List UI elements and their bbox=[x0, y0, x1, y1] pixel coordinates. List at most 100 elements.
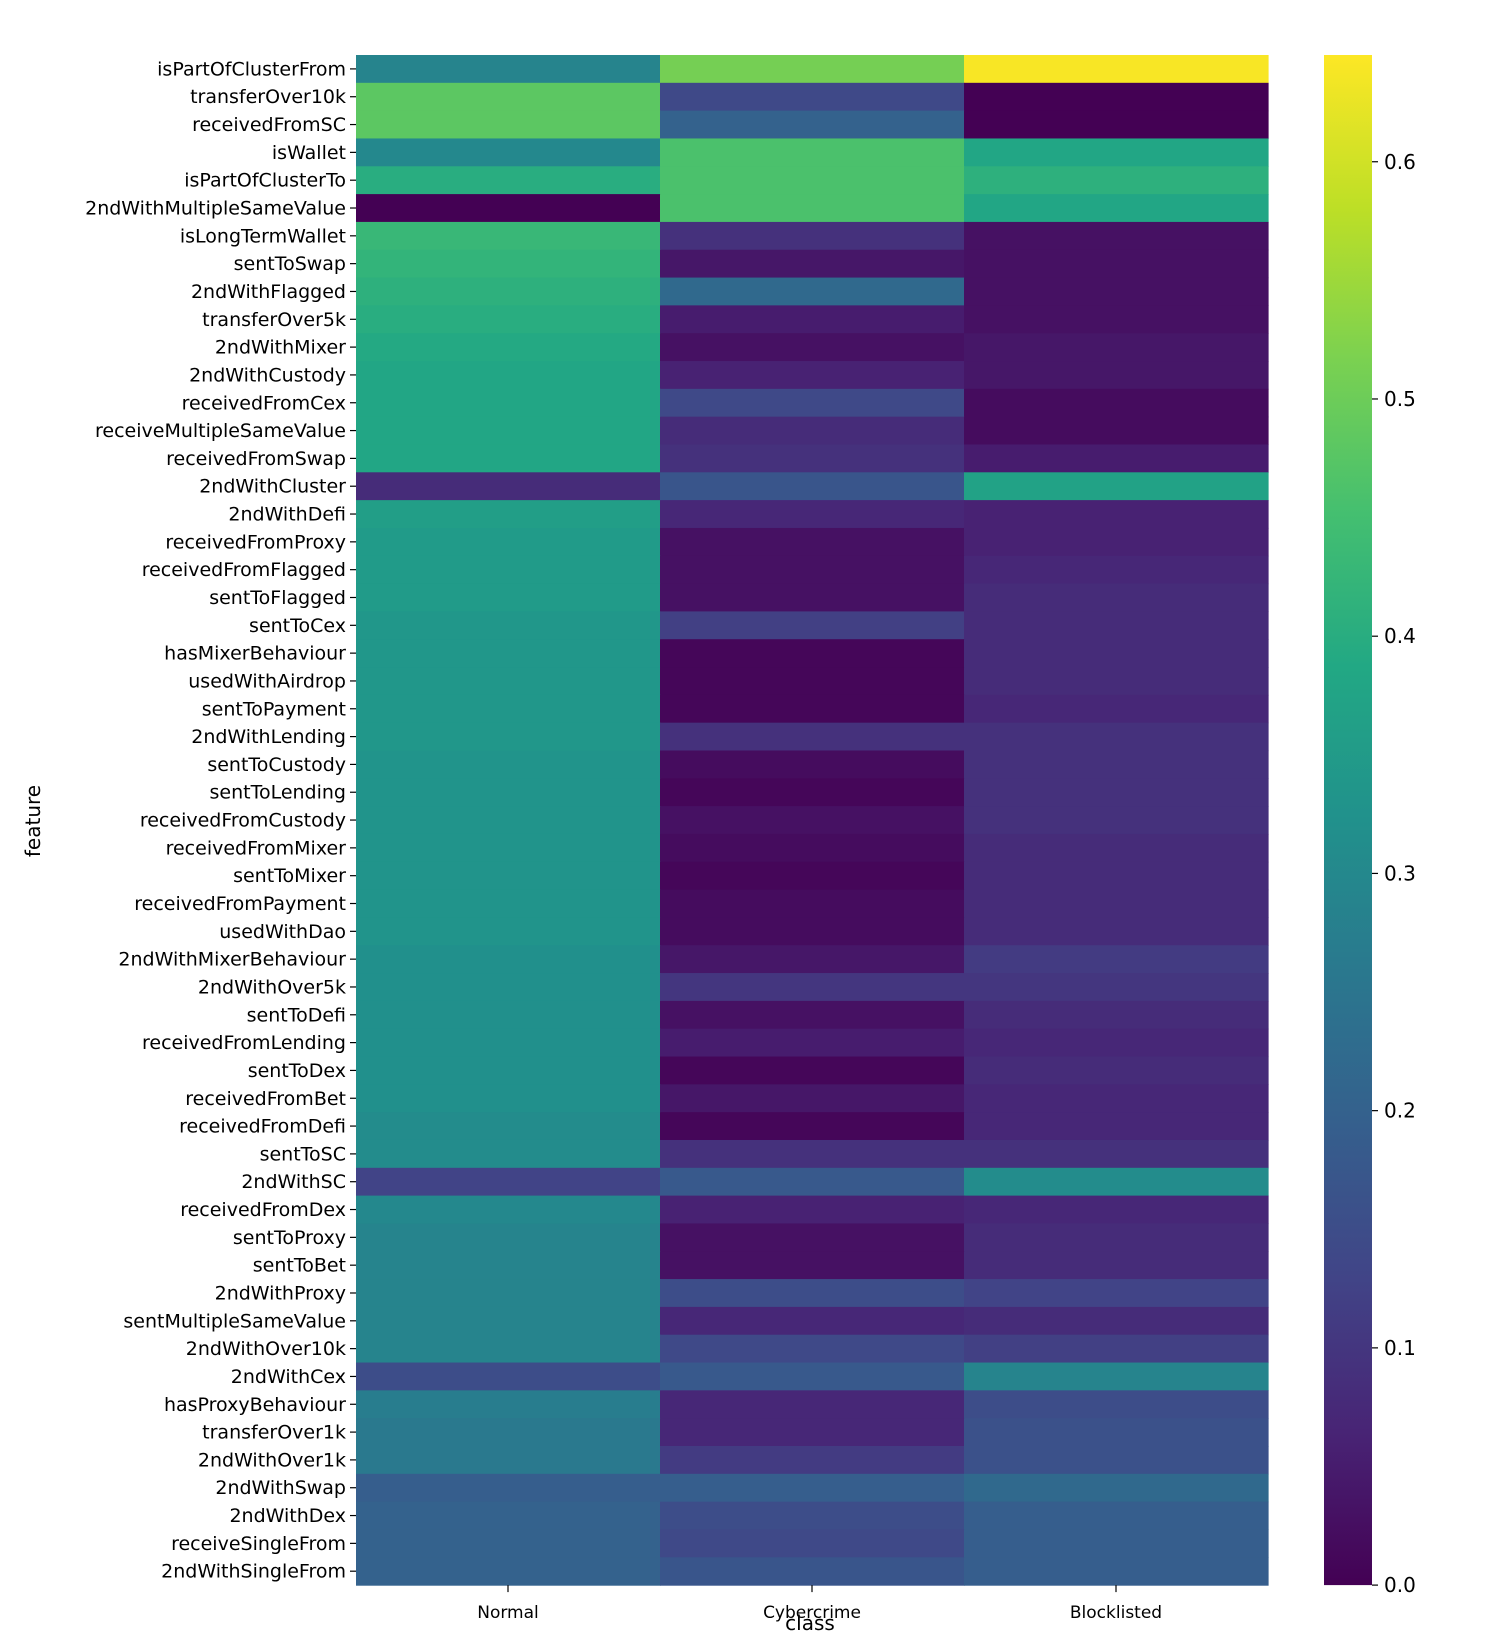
y-tick-label: receiveMultipleSameValue bbox=[95, 420, 346, 442]
heatmap-cell bbox=[964, 388, 1269, 418]
heatmap-cell bbox=[356, 917, 661, 946]
y-tick-label: 2ndWithMixer bbox=[215, 337, 346, 359]
heatmap-cell bbox=[964, 973, 1269, 1002]
heatmap-cell bbox=[964, 778, 1269, 807]
heatmap-cell bbox=[356, 1418, 661, 1447]
heatmap-cell bbox=[660, 194, 965, 223]
y-tick-label: 2ndWithSingleFrom bbox=[161, 1561, 346, 1583]
y-tick-label: receivedFromFlagged bbox=[142, 559, 346, 581]
y-tick-label: receivedFromMixer bbox=[166, 837, 347, 859]
heatmap-cell bbox=[660, 444, 965, 473]
y-tick-label: isPartOfClusterTo bbox=[184, 170, 346, 192]
y-tick-label: sentMultipleSameValue bbox=[123, 1310, 346, 1332]
y-tick-label: 2ndWithLending bbox=[191, 726, 346, 748]
y-tick-label: sentToLending bbox=[209, 782, 346, 804]
colorbar-tick-label: 0.4 bbox=[1384, 624, 1416, 648]
y-tick-label: 2ndWithFlagged bbox=[191, 281, 346, 303]
heatmap-cell bbox=[964, 555, 1269, 585]
heatmap-cell bbox=[964, 833, 1269, 863]
y-tick-label: receivedFromLending bbox=[142, 1032, 346, 1054]
heatmap-cell bbox=[660, 1084, 965, 1113]
heatmap-cell bbox=[660, 1279, 965, 1308]
heatmap-cell bbox=[660, 555, 965, 585]
heatmap-cell bbox=[356, 555, 661, 585]
heatmap-cell bbox=[964, 472, 1269, 501]
heatmap-cell bbox=[660, 55, 965, 84]
heatmap-cell bbox=[660, 694, 965, 724]
heatmap-cell bbox=[356, 1195, 661, 1225]
heatmap-cell bbox=[356, 1223, 661, 1252]
heatmap-cell bbox=[660, 361, 965, 390]
heatmap-cell bbox=[660, 1418, 965, 1447]
heatmap-cell bbox=[964, 249, 1269, 279]
heatmap-cell bbox=[660, 778, 965, 807]
heatmap-cell bbox=[356, 1473, 661, 1503]
heatmap-cell bbox=[964, 1084, 1269, 1113]
y-tick-label: 2ndWithSC bbox=[241, 1171, 346, 1193]
heatmap-cell bbox=[660, 833, 965, 863]
heatmap-cell bbox=[660, 861, 965, 891]
heatmap-cell bbox=[660, 1529, 965, 1558]
heatmap-cell bbox=[964, 1000, 1269, 1030]
heatmap-cell bbox=[964, 444, 1269, 473]
heatmap-cell bbox=[356, 945, 661, 974]
y-tick-label: 2ndWithOver1k bbox=[198, 1449, 346, 1471]
heatmap-cell bbox=[964, 861, 1269, 891]
heatmap-cell bbox=[660, 917, 965, 946]
y-tick-label: usedWithAirdrop bbox=[188, 670, 346, 692]
heatmap-cell bbox=[964, 1028, 1269, 1058]
heatmap-cell bbox=[660, 945, 965, 974]
heatmap-cell bbox=[964, 1362, 1269, 1391]
heatmap-cell bbox=[356, 667, 661, 696]
heatmap-cell bbox=[964, 1139, 1269, 1169]
y-tick-label: 2ndWithDefi bbox=[228, 504, 346, 526]
y-tick-label: usedWithDao bbox=[219, 921, 346, 943]
heatmap-cell bbox=[660, 472, 965, 501]
heatmap-cell bbox=[660, 388, 965, 418]
heatmap-cell bbox=[660, 1139, 965, 1169]
y-tick-label: 2ndWithProxy bbox=[215, 1282, 346, 1304]
heatmap-cell bbox=[356, 221, 661, 251]
heatmap-cell bbox=[356, 277, 661, 306]
heatmap-cell bbox=[356, 1501, 661, 1531]
heatmap-cell bbox=[356, 1390, 661, 1419]
colorbar-tick-label: 0.2 bbox=[1384, 1099, 1416, 1123]
heatmap-cell bbox=[356, 1028, 661, 1058]
heatmap-cell bbox=[660, 277, 965, 306]
y-tick-label: hasProxyBehaviour bbox=[164, 1394, 346, 1416]
x-tick-labels: Normal Cybercrime Blocklisted bbox=[477, 1585, 1162, 1623]
heatmap-cells bbox=[356, 55, 1269, 1586]
heatmap-cell bbox=[660, 1056, 965, 1085]
heatmap-cell bbox=[356, 444, 661, 473]
heatmap-cell bbox=[356, 416, 661, 446]
heatmap-cell bbox=[964, 55, 1269, 84]
heatmap-cell bbox=[660, 973, 965, 1002]
heatmap-cell bbox=[964, 806, 1269, 835]
heatmap-cell bbox=[660, 583, 965, 612]
heatmap-cell bbox=[964, 917, 1269, 946]
heatmap-cell bbox=[964, 1167, 1269, 1197]
heatmap-cell bbox=[964, 500, 1269, 529]
colorbar-tick-label: 0.3 bbox=[1384, 861, 1416, 885]
y-tick-label: receivedFromSC bbox=[192, 114, 346, 136]
heatmap-cell bbox=[356, 110, 661, 140]
heatmap-cell bbox=[964, 1529, 1269, 1558]
heatmap-cell bbox=[660, 639, 965, 668]
heatmap-cell bbox=[356, 1279, 661, 1308]
heatmap-cell bbox=[356, 1557, 661, 1586]
heatmap-cell bbox=[964, 750, 1269, 779]
y-tick-label: sentToDefi bbox=[247, 1004, 346, 1026]
heatmap-cell bbox=[356, 833, 661, 863]
heatmap-cell bbox=[660, 1251, 965, 1280]
heatmap-cell bbox=[660, 1557, 965, 1586]
heatmap-cell bbox=[964, 1557, 1269, 1586]
y-tick-label: receivedFromCex bbox=[182, 392, 346, 414]
heatmap-cell bbox=[356, 778, 661, 807]
y-tick-label: sentToDex bbox=[248, 1060, 346, 1082]
x-tick-label: Blocklisted bbox=[1070, 1603, 1162, 1623]
heatmap-cell bbox=[356, 1112, 661, 1141]
x-tick-label: Normal bbox=[477, 1603, 539, 1623]
heatmap-cell bbox=[964, 194, 1269, 223]
colorbar-tick-label: 0.5 bbox=[1384, 387, 1416, 411]
